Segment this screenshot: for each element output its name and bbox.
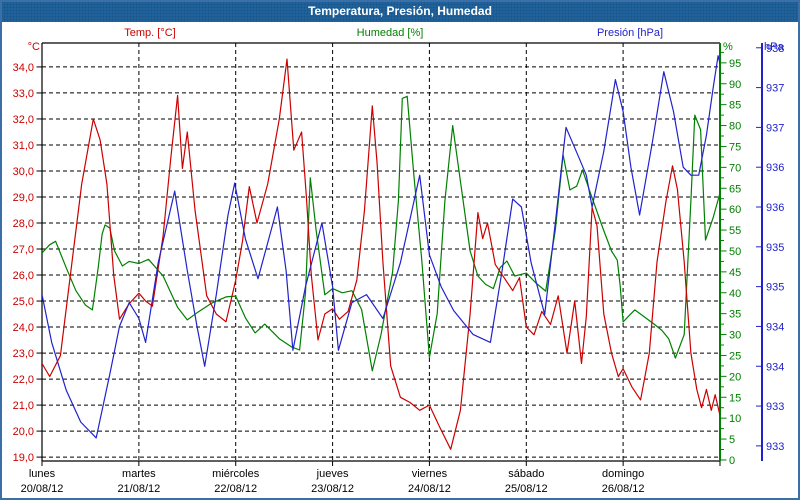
series-lines xyxy=(42,55,720,450)
day-date-label: 26/08/12 xyxy=(602,483,645,495)
pressure-tick-label: 938 xyxy=(766,43,784,55)
humidity-tick-label: 65 xyxy=(729,183,741,195)
window-title: Temperatura, Presión, Humedad xyxy=(308,4,492,18)
temp-tick-label: 34,0 xyxy=(13,62,34,74)
humidity-tick-label: 70 xyxy=(729,162,741,174)
humidity-tick-label: 85 xyxy=(729,100,741,112)
pressure-tick-label: 933 xyxy=(766,401,784,413)
temp-tick-label: 26,0 xyxy=(13,270,34,282)
humidity-tick-label: 50 xyxy=(729,246,741,258)
day-date-label: 20/08/12 xyxy=(21,483,64,495)
day-name-label: sábado xyxy=(508,468,544,480)
humidity-tick-label: 20 xyxy=(729,371,741,383)
gridlines xyxy=(42,43,720,461)
pressure-tick-label: 936 xyxy=(766,202,784,214)
humidity-tick-label: 95 xyxy=(729,58,741,70)
pressure-tick-label: 934 xyxy=(766,361,784,373)
humidity-tick-label: 35 xyxy=(729,309,741,321)
temp-tick-label: 29,0 xyxy=(13,192,34,204)
temp-tick-label: 32,0 xyxy=(13,114,34,126)
pressure-tick-label: 934 xyxy=(766,321,784,333)
plot-border xyxy=(41,42,720,462)
temp-tick-label: 30,0 xyxy=(13,166,34,178)
humidity-tick-label: 25 xyxy=(729,350,741,362)
day-date-label: 22/08/12 xyxy=(214,483,257,495)
temp-tick-label: 23,0 xyxy=(13,348,34,360)
temp-tick-label: 19,0 xyxy=(13,452,34,464)
temp-tick-label: 21,0 xyxy=(13,400,34,412)
right-inner-axis-unit-label: % xyxy=(723,41,733,53)
humidity-tick-label: 60 xyxy=(729,204,741,216)
hum-series-line xyxy=(42,95,720,372)
humidity-axis: 0 5 10 15 20 25 30 35 40 45 50 55 60 65 70 75 80 85 90 95 xyxy=(719,43,741,467)
pressure-tick-label: 933 xyxy=(766,441,784,453)
humidity-tick-label: 75 xyxy=(729,141,741,153)
legend-humidity: Humedad [%] xyxy=(356,27,424,39)
humidity-tick-label: 0 xyxy=(729,455,735,467)
humidity-tick-label: 80 xyxy=(729,121,741,133)
humidity-tick-label: 30 xyxy=(729,330,741,342)
humidity-tick-label: 10 xyxy=(729,413,741,425)
humidity-tick-label: 45 xyxy=(729,267,741,279)
pressure-tick-label: 935 xyxy=(766,242,784,254)
day-date-label: 25/08/12 xyxy=(505,483,548,495)
x-axis: lunes 20/08/12 martes 21/08/12 miércoles 22/0… xyxy=(21,461,721,495)
temp-tick-label: 28,0 xyxy=(13,218,34,230)
day-date-label: 23/08/12 xyxy=(311,483,354,495)
left-axis-unit-label: °C xyxy=(27,41,40,53)
day-date-label: 24/08/12 xyxy=(408,483,451,495)
pressure-tick-label: 935 xyxy=(766,282,784,294)
temp-tick-label: 24,0 xyxy=(13,322,34,334)
humidity-tick-label: 15 xyxy=(729,392,741,404)
pressure-tick-label: 936 xyxy=(766,162,784,174)
right-outer-axis-unit-label: hPa xyxy=(764,41,784,53)
temp-axis: 19,0 20,0 21,0 22,0 23,0 24,0 25,0 26,0 27,0 28,0… xyxy=(13,62,42,464)
day-name-label: viernes xyxy=(412,468,448,480)
pressure-tick-label: 937 xyxy=(766,122,784,134)
pressure-tick-label: 937 xyxy=(766,83,784,95)
pressure-axis: 933 933 934 934 935 935 936 936 937 937 938 xyxy=(756,43,784,461)
title-bar: Temperatura, Presión, Humedad xyxy=(0,0,800,22)
temp-tick-label: 27,0 xyxy=(13,244,34,256)
temp-tick-label: 33,0 xyxy=(13,88,34,100)
temp-tick-label: 31,0 xyxy=(13,140,34,152)
humidity-tick-label: 90 xyxy=(729,79,741,91)
day-name-label: miércoles xyxy=(212,468,260,480)
day-name-label: lunes xyxy=(29,468,56,480)
humidity-tick-label: 40 xyxy=(729,288,741,300)
legend-temperature: Temp. [°C] xyxy=(124,27,176,39)
day-name-label: domingo xyxy=(602,468,644,480)
legend-pressure: Presión [hPa] xyxy=(596,27,664,39)
day-name-label: jueves xyxy=(316,468,349,480)
day-name-label: martes xyxy=(122,468,156,480)
humidity-tick-label: 5 xyxy=(729,434,735,446)
temp-tick-label: 25,0 xyxy=(13,296,34,308)
temp-tick-label: 20,0 xyxy=(13,426,34,438)
humidity-tick-label: 55 xyxy=(729,225,741,237)
temp-series-line xyxy=(42,58,720,450)
pres-series-line xyxy=(42,55,720,439)
day-date-label: 21/08/12 xyxy=(117,483,160,495)
temp-tick-label: 22,0 xyxy=(13,374,34,386)
